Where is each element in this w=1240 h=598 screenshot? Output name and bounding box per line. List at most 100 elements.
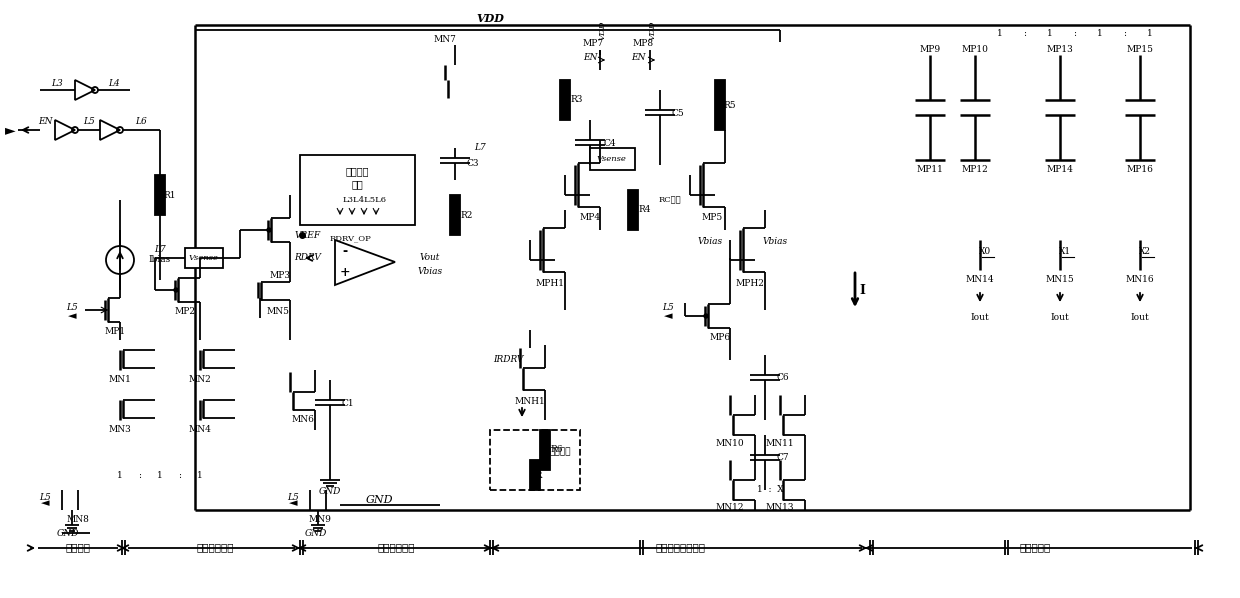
- Text: MP15: MP15: [1126, 45, 1153, 54]
- Text: VDD: VDD: [649, 20, 657, 39]
- Text: L3: L3: [51, 78, 63, 87]
- Text: +: +: [340, 267, 351, 279]
- Text: 1: 1: [1047, 29, 1053, 38]
- Text: MN13: MN13: [766, 504, 795, 512]
- Text: 可控电流产生模块: 可控电流产生模块: [655, 544, 706, 553]
- Text: L7: L7: [154, 246, 166, 255]
- Text: MPH1: MPH1: [536, 279, 564, 288]
- Text: MN3: MN3: [109, 426, 131, 435]
- Text: MP3: MP3: [269, 270, 290, 279]
- Text: MN16: MN16: [1126, 276, 1154, 285]
- Text: X1: X1: [1059, 248, 1071, 257]
- Text: MN12: MN12: [715, 504, 744, 512]
- Text: Vbias: Vbias: [418, 267, 443, 276]
- Text: R: R: [534, 471, 542, 480]
- Text: VREF: VREF: [295, 230, 321, 240]
- Text: L3L4L5L6: L3L4L5L6: [343, 196, 387, 204]
- Text: 电流镜阵列: 电流镜阵列: [1019, 544, 1050, 553]
- Text: L7: L7: [474, 144, 486, 152]
- Text: 电压控制环路: 电压控制环路: [377, 544, 414, 553]
- Text: Ibias: Ibias: [148, 255, 170, 264]
- Circle shape: [174, 288, 179, 292]
- Text: MN2: MN2: [188, 376, 211, 385]
- Text: R4: R4: [639, 206, 651, 215]
- Text: 1: 1: [997, 29, 1003, 38]
- Text: R5: R5: [724, 100, 737, 109]
- Text: C4: C4: [604, 139, 616, 148]
- Bar: [450, 195, 460, 235]
- Text: R2: R2: [461, 210, 474, 219]
- Text: GND: GND: [319, 487, 341, 496]
- Text: 1: 1: [1147, 29, 1153, 38]
- Text: GND: GND: [305, 529, 327, 538]
- Text: X2: X2: [1140, 248, 1151, 257]
- Text: MP12: MP12: [962, 166, 988, 175]
- Text: MN9: MN9: [309, 515, 331, 524]
- Text: I: I: [859, 283, 866, 297]
- Text: 片外电阻: 片外电阻: [549, 447, 570, 456]
- Bar: [715, 80, 725, 130]
- Text: 使能控制: 使能控制: [345, 167, 368, 176]
- Text: MP9: MP9: [919, 45, 941, 54]
- Text: MP2: MP2: [175, 307, 196, 316]
- Text: :: :: [179, 471, 181, 480]
- Text: MP4: MP4: [579, 213, 600, 222]
- Bar: [185, 248, 223, 268]
- Text: :: :: [139, 471, 141, 480]
- Text: ◄: ◄: [289, 498, 298, 508]
- Text: 1  :  X: 1 : X: [756, 486, 784, 495]
- Text: ◄: ◄: [663, 311, 672, 321]
- Text: Vbias: Vbias: [697, 237, 723, 246]
- Text: MP13: MP13: [1047, 45, 1074, 54]
- Bar: [490, 430, 580, 490]
- Text: RDRV: RDRV: [295, 254, 321, 263]
- Text: ◄: ◄: [68, 311, 76, 321]
- Text: C1: C1: [342, 398, 355, 407]
- Text: MP8: MP8: [632, 38, 653, 47]
- Text: GND: GND: [57, 529, 79, 538]
- Text: R1: R1: [164, 191, 176, 200]
- Text: MN1: MN1: [109, 376, 131, 385]
- Text: C7: C7: [776, 453, 790, 462]
- Text: C3: C3: [466, 158, 479, 167]
- Text: ►: ►: [5, 123, 15, 137]
- Text: MN14: MN14: [966, 276, 994, 285]
- Text: :: :: [1123, 29, 1126, 38]
- Text: L6: L6: [135, 117, 146, 127]
- Text: Iout: Iout: [1050, 313, 1069, 322]
- Bar: [560, 80, 570, 120]
- Text: L5: L5: [40, 493, 51, 502]
- Text: Iout: Iout: [1131, 313, 1149, 322]
- Text: 电流控制环路: 电流控制环路: [196, 544, 234, 553]
- Text: MP7: MP7: [583, 38, 604, 47]
- Text: MN5: MN5: [267, 307, 289, 316]
- Text: VDD: VDD: [476, 13, 503, 23]
- Text: EN: EN: [37, 117, 52, 127]
- Text: MNH1: MNH1: [515, 398, 546, 407]
- Text: Vbias: Vbias: [763, 237, 787, 246]
- Text: MP16: MP16: [1127, 166, 1153, 175]
- Text: ◄: ◄: [41, 498, 50, 508]
- Text: L5: L5: [288, 493, 299, 502]
- Text: MN8: MN8: [67, 515, 89, 524]
- Text: L5: L5: [66, 304, 78, 313]
- Bar: [300, 155, 415, 225]
- Text: Vout: Vout: [420, 254, 440, 263]
- Text: MP1: MP1: [104, 328, 125, 337]
- Circle shape: [267, 228, 272, 232]
- Text: 信号: 信号: [351, 181, 363, 190]
- Text: MN10: MN10: [715, 438, 744, 447]
- Text: 1: 1: [117, 471, 123, 480]
- Text: MP6: MP6: [709, 334, 730, 343]
- Bar: [590, 148, 635, 170]
- Text: VDD: VDD: [599, 20, 608, 39]
- Text: MPH2: MPH2: [735, 279, 764, 288]
- Text: L5: L5: [83, 117, 95, 127]
- Text: MP11: MP11: [916, 166, 944, 175]
- Circle shape: [704, 314, 708, 318]
- Text: MP14: MP14: [1047, 166, 1074, 175]
- Text: MP10: MP10: [961, 45, 988, 54]
- Bar: [627, 190, 639, 230]
- Bar: [539, 430, 551, 470]
- Text: :: :: [1074, 29, 1076, 38]
